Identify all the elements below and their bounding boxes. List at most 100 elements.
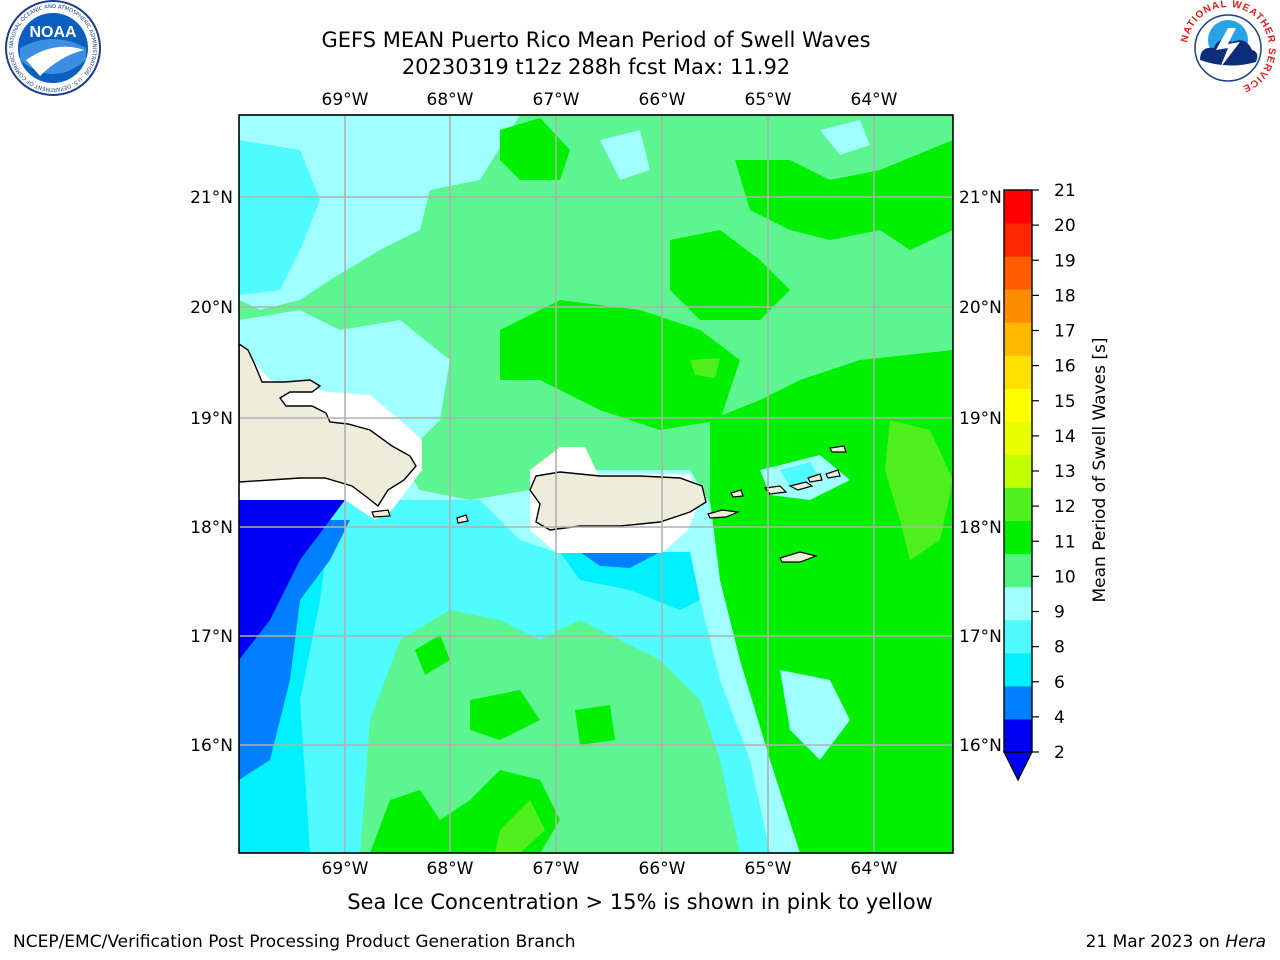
land-culebra [730,489,744,498]
contour-10-11s-north [500,118,570,180]
contour-cyan-pocket-dot [258,240,274,260]
contour-10-11s-patch1 [470,690,540,740]
contour-cyan-south-pr [560,552,700,610]
colorbar-tick-label: 13 [1054,462,1076,482]
sea-ice-caption: Sea Ice Concentration > 15% is shown in … [347,890,933,914]
colorbar-segment [1004,553,1032,588]
lat-label: 18°N [959,518,1002,538]
colorbar-tick-label: 16 [1054,357,1076,377]
colorbar-segment [1004,685,1032,720]
colorbar-tick-label: 18 [1054,286,1076,306]
land-st-croix [779,551,819,563]
land-virgin-islands [763,469,841,495]
contour-6-8s-north [239,140,320,295]
contour-10-11s-patch3 [415,635,450,675]
land-hispaniola-islet [371,509,391,518]
map-figure: NOAA NATIONAL OCEANIC AND ATMOSPHERIC AD… [5,0,1276,879]
colorbar: 2 4 6 8 9 10 11 12 13 14 15 16 17 18 19 20 21 [1003,181,1076,782]
colorbar-segment [1004,586,1032,621]
lat-label: 19°N [190,409,233,429]
colorbar-segment [1004,355,1032,389]
lon-label: 67°W [533,90,580,110]
contour-below-2s [239,500,345,660]
bottom-lon-labels: 69°W 68°W 67°W 66°W 65°W 64°W [322,859,898,879]
land-hispaniola [239,343,417,508]
lon-label: 65°W [745,90,792,110]
lon-label: 66°W [639,90,686,110]
colorbar-tick-label: 19 [1054,251,1076,271]
colorbar-tick-label: 15 [1054,392,1076,412]
colorbar-tick-label: 21 [1054,181,1076,201]
colorbar-segment [1004,520,1032,555]
lon-label: 64°W [851,859,898,879]
colorbar-segment [1004,256,1032,290]
contour-10-11s-mid [670,230,790,320]
lon-label: 64°W [851,90,898,110]
lat-label: 17°N [190,627,233,647]
colorbar-segment [1004,289,1032,323]
colorbar-segment [1004,454,1032,489]
lon-label: 68°W [427,859,474,879]
colorbar-tick-label: 14 [1054,427,1076,447]
lat-label: 16°N [190,736,233,756]
land-mona-island [456,514,469,524]
footer-date: 21 Mar 2023 on Hera [1086,932,1266,952]
colorbar-segment [1004,652,1032,687]
lat-label: 17°N [959,627,1002,647]
footer-date-text: 21 Mar 2023 on [1085,932,1226,952]
lon-label: 66°W [639,859,686,879]
lat-label: 20°N [959,298,1002,318]
colorbar-segment [1004,718,1032,753]
right-lat-labels: 21°N 20°N 19°N 18°N 17°N 16°N [959,188,1002,756]
colorbar-segment [1004,190,1032,224]
footer-host: Hera [1225,932,1266,952]
colorbar-segment [1004,322,1032,356]
lat-label: 21°N [190,188,233,208]
lat-label: 16°N [959,736,1002,756]
lon-label: 69°W [322,90,369,110]
contour-blue-south-pr [580,552,660,568]
noaa-logo: NOAA NATIONAL OCEANIC AND ATMOSPHERIC AD… [5,0,101,96]
map-title: GEFS MEAN Puerto Rico Mean Period of Swe… [321,28,871,52]
colorbar-title: Mean Period of Swell Waves [s] [1090,338,1110,603]
contour-10-11s-northeast [735,140,953,250]
lat-label: 21°N [959,188,1002,208]
colorbar-tick-label: 2 [1054,743,1065,763]
colorbar-extend-triangle [1003,751,1033,782]
lat-label: 18°N [190,518,233,538]
colorbar-tick-label: 4 [1054,708,1065,728]
contour-11-12s-south [495,800,545,853]
colorbar-tick-label: 12 [1054,497,1076,517]
lon-label: 69°W [322,859,369,879]
lon-label: 65°W [745,859,792,879]
colorbar-tick-label: 9 [1054,603,1065,623]
lat-label: 20°N [190,298,233,318]
contour-10-11s-center [500,300,740,430]
contour-11-12s-east [885,420,953,560]
lon-label: 67°W [533,859,580,879]
contour-cyan-pocket-se [780,670,850,760]
contour-green-south-west [360,610,740,853]
colorbar-segment [1004,223,1032,257]
nws-logo: NATIONAL WEATHER SERVICE [1179,0,1276,94]
land-vieques [707,509,741,519]
colorbar-segment [1004,388,1032,422]
map-subtitle: 20230319 t12z 288h fcst Max: 11.92 [401,55,791,79]
colorbar-segment [1004,619,1032,654]
colorbar-tick-label: 6 [1054,673,1065,693]
land-anegada [829,445,847,453]
lon-label: 68°W [427,90,474,110]
map-plot-area [239,115,953,853]
noaa-logo-text: NOAA [29,24,77,41]
colorbar-tick-label: 10 [1054,567,1076,587]
plot-frame [238,114,954,854]
graticule [239,115,953,853]
top-lon-labels: 69°W 68°W 67°W 66°W 65°W 64°W [322,90,898,110]
contour-cyan-pocket-north [600,130,650,180]
contour-10-11s-patch2 [575,705,615,745]
colorbar-segment [1004,487,1032,522]
colorbar-tick-label: 8 [1054,638,1065,658]
colorbar-segment [1004,421,1032,455]
footer-credit: NCEP/EMC/Verification Post Processing Pr… [13,932,576,952]
left-lat-labels: 21°N 20°N 19°N 18°N 17°N 16°N [190,188,233,756]
